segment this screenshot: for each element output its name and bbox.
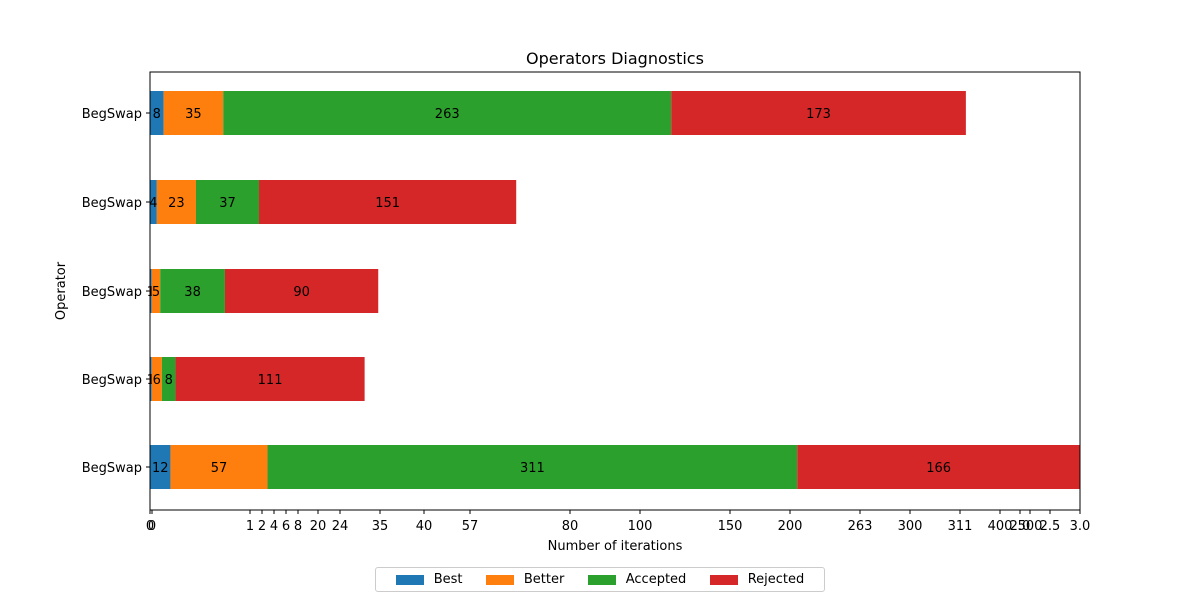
bar-better-2	[151, 269, 161, 313]
bar-label-best-2: 1	[147, 285, 155, 300]
bar-accepted-4	[267, 445, 798, 489]
bar-label-rejected-1: 151	[375, 196, 400, 211]
x-tick-label-17: 300	[898, 519, 923, 534]
x-tick-label-23: 3.0	[1070, 519, 1091, 534]
legend-item-better: Better	[485, 572, 565, 587]
bar-better-0	[163, 91, 224, 135]
x-tick-label-14: 150	[718, 519, 743, 534]
x-tick-label-19: 400	[988, 519, 1013, 534]
bar-label-accepted-4: 311	[520, 461, 545, 476]
bar-rejected-0	[671, 91, 966, 135]
bar-best-4	[150, 445, 171, 489]
bar-best-0	[150, 91, 164, 135]
y-ticks-group: BegSwap BegSwap BegSwap BegSwap BegSwap	[82, 107, 150, 476]
bar-label-accepted-0: 263	[435, 107, 460, 122]
x-tick-label-6: 8	[294, 519, 302, 534]
legend-item-best: Best	[395, 572, 463, 587]
bar-rejected-2	[224, 269, 379, 313]
x-axis-label: Number of iterations	[548, 539, 683, 554]
y-axis-label: Operator	[54, 261, 69, 320]
plot-frame	[149, 71, 1081, 511]
x-tick-label-21: 2.0	[1010, 519, 1031, 534]
bar-rejected-4	[797, 445, 1080, 489]
x-tick-label-20: 500	[1018, 519, 1043, 534]
bar-label-rejected-4: 166	[926, 461, 951, 476]
bar-best-2	[150, 269, 152, 313]
bar-label-better-4: 57	[211, 461, 228, 476]
chart-legend: Best Better Accepted Rejected	[375, 567, 825, 592]
bar-label-better-3: 6	[153, 373, 161, 388]
x-ticks-group: 00 1 2 4 6 8 20 24 35 40 57 80 100 150 200 263 300 311 400…	[146, 510, 1090, 534]
bar-label-best-3: 1	[147, 373, 155, 388]
legend-label-better: Better	[523, 572, 565, 587]
legend-swatch-best	[395, 574, 424, 585]
x-tick-label-13: 100	[628, 519, 653, 534]
x-tick-label-22: 2.5	[1040, 519, 1061, 534]
y-tick-label-1: BegSwap	[82, 196, 142, 211]
bar-label-better-0: 35	[185, 107, 202, 122]
x-tick-label-7: 20	[310, 519, 327, 534]
bar-accepted-1	[195, 180, 260, 224]
x-tick-label-2: 1	[246, 519, 254, 534]
y-tick-label-4: BegSwap	[82, 461, 142, 476]
x-tick-label-8: 24	[332, 519, 349, 534]
bar-label-rejected-0: 173	[806, 107, 831, 122]
legend-label-best: Best	[433, 572, 463, 587]
x-tick-label-16: 263	[848, 519, 873, 534]
x-tick-label-3: 2	[258, 519, 266, 534]
x-tick-label-18: 311	[948, 519, 973, 534]
x-tick-label-9: 35	[372, 519, 389, 534]
bar-better-3	[151, 357, 162, 401]
legend-item-accepted: Accepted	[587, 572, 687, 587]
chart-title: Operators Diagnostics	[526, 49, 704, 68]
bar-label-accepted-3: 8	[165, 373, 173, 388]
bar-label-best-4: 12	[152, 461, 169, 476]
x-tick-label-4: 4	[270, 519, 278, 534]
bar-rejected-1	[259, 180, 517, 224]
bar-label-best-0: 8	[153, 107, 161, 122]
bar-label-rejected-3: 111	[258, 373, 283, 388]
x-tick-label-11: 57	[462, 519, 479, 534]
bar-better-4	[170, 445, 268, 489]
bar-best-3	[150, 357, 152, 401]
legend-swatch-accepted	[587, 574, 616, 585]
legend-label-rejected: Rejected	[747, 572, 805, 587]
x-tick-label-5: 6	[282, 519, 290, 534]
x-tick-label-10: 40	[416, 519, 433, 534]
bar-rejected-3	[175, 357, 365, 401]
bar-label-best-1: 4	[149, 196, 157, 211]
bar-label-accepted-2: 38	[184, 285, 201, 300]
x-tick-label-15: 200	[778, 519, 803, 534]
bar-accepted-0	[223, 91, 672, 135]
y-tick-label-0: BegSwap	[82, 107, 142, 122]
bar-accepted-2	[160, 269, 225, 313]
bar-label-rejected-2: 90	[293, 285, 310, 300]
x-tick-label-12: 80	[562, 519, 579, 534]
bar-best-1	[150, 180, 157, 224]
legend-swatch-rejected	[709, 574, 738, 585]
bar-label-accepted-1: 37	[219, 196, 236, 211]
y-tick-label-3: BegSwap	[82, 373, 142, 388]
x-tick-label-1: 0	[148, 519, 156, 534]
bar-label-better-2: 5	[152, 285, 160, 300]
bar-better-1	[156, 180, 196, 224]
y-tick-label-2: BegSwap	[82, 285, 142, 300]
bar-accepted-3	[161, 357, 176, 401]
x-tick-label-0: 0	[146, 519, 154, 534]
legend-label-accepted: Accepted	[625, 572, 687, 587]
bar-label-better-1: 23	[168, 196, 185, 211]
legend-swatch-better	[485, 574, 514, 585]
legend-item-rejected: Rejected	[709, 572, 805, 587]
